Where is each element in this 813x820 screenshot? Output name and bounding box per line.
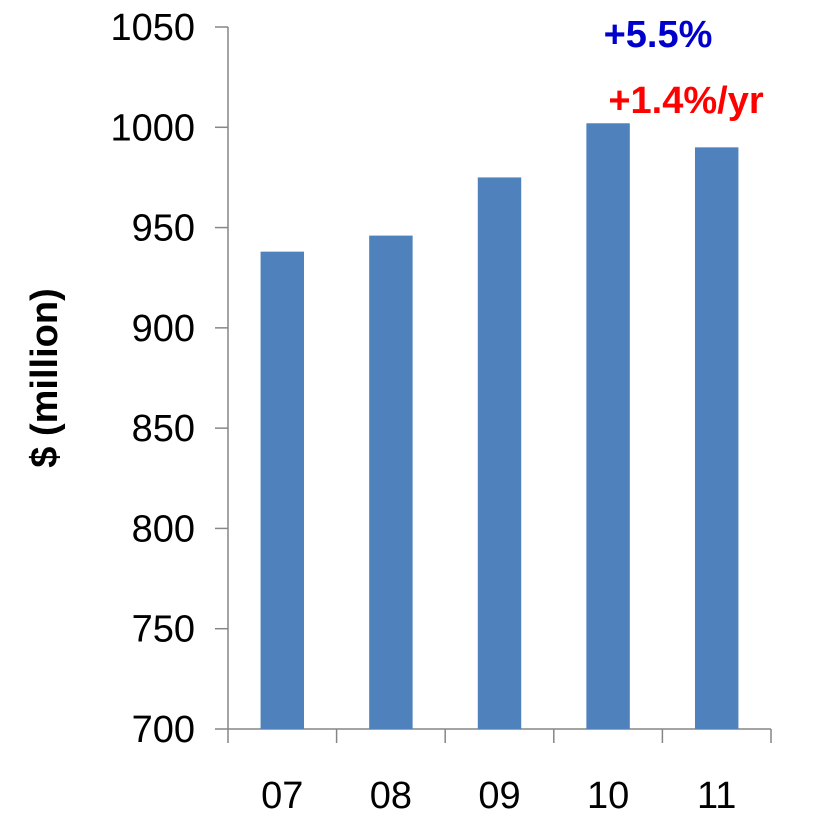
annotation-total-change: +5.5% — [604, 14, 713, 56]
bar-08 — [369, 235, 413, 729]
y-tick-label: 800 — [132, 508, 195, 550]
x-tick-label: 08 — [370, 775, 412, 815]
y-tick-label: 850 — [132, 408, 195, 450]
annotation-annual-change: +1.4%/yr — [608, 80, 763, 122]
bar-09 — [477, 177, 522, 729]
x-axis: 07 08 09 10 11 — [227, 728, 772, 817]
y-tick-label: 1050 — [110, 7, 195, 49]
x-tick-label: 07 — [261, 775, 303, 815]
y-tick-label: 900 — [132, 308, 195, 350]
x-tick-label: 10 — [587, 775, 629, 815]
bar-07 — [260, 251, 305, 729]
y-tick-label: 700 — [132, 709, 195, 751]
x-tick-label: 11 — [697, 775, 736, 815]
y-tick-label: 950 — [132, 208, 195, 250]
bar-11 — [694, 147, 739, 730]
y-tick-label: 750 — [132, 609, 195, 651]
y-axis: 700 750 800 850 900 950 1000 1050 — [110, 7, 229, 751]
y-axis-title: $ (million) — [24, 288, 66, 467]
bars — [260, 123, 739, 730]
x-tick-label: 09 — [478, 775, 520, 815]
y-tick-label: 1000 — [110, 107, 195, 149]
bar-10 — [586, 123, 630, 729]
